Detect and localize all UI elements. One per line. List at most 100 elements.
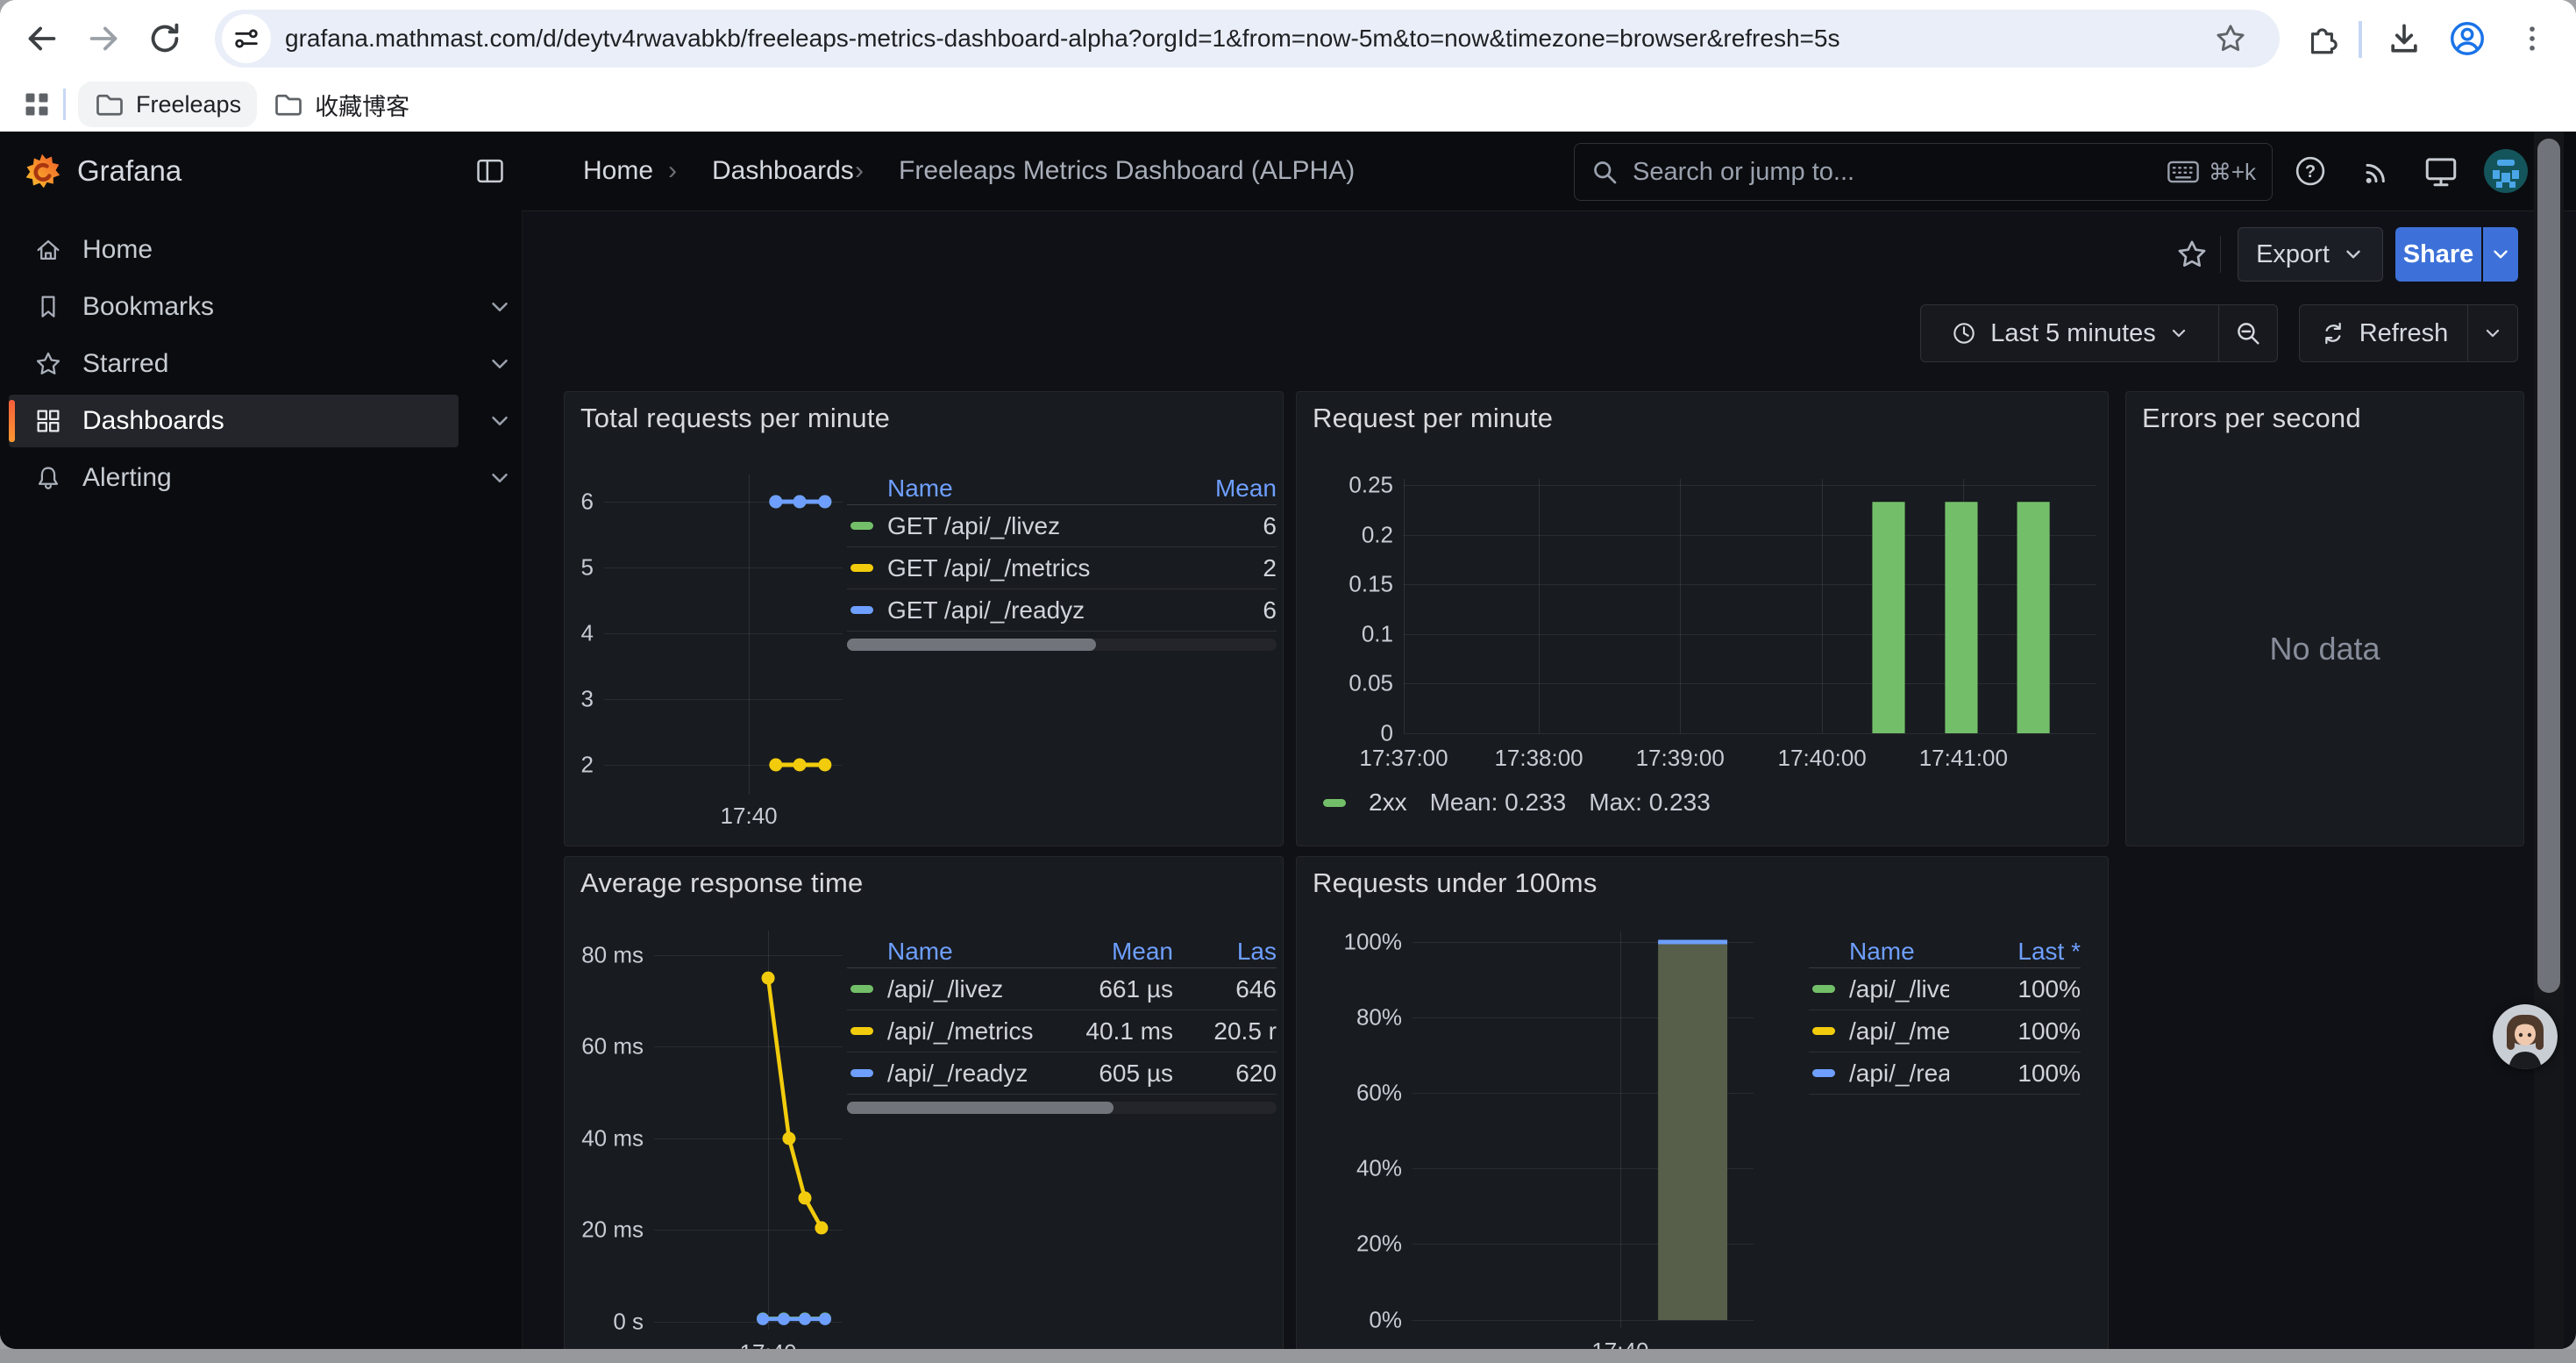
sidebar-item-home[interactable]: Home — [9, 224, 513, 276]
download-icon — [2391, 24, 2417, 53]
legend-row[interactable]: /api/_/livez 100% — [1809, 968, 2081, 1010]
gridline — [749, 475, 751, 795]
chevron-down-icon[interactable] — [487, 465, 513, 496]
brand-name: Grafana — [77, 154, 182, 187]
browser-menu-button[interactable] — [2506, 12, 2558, 65]
share-menu-button[interactable] — [2483, 227, 2518, 282]
downloads-button[interactable] — [2378, 12, 2430, 65]
sidebar-item-dashboards[interactable]: Dashboards — [9, 395, 508, 447]
favorite-dashboard-button[interactable] — [2174, 237, 2210, 276]
y-axis-tick: 0% — [1369, 1306, 1402, 1333]
legend-header-name[interactable]: Name — [887, 938, 953, 965]
gridline — [1404, 535, 2096, 536]
legend-scrollbar-thumb[interactable] — [847, 1102, 1114, 1114]
sidebar-item-bookmarks[interactable]: Bookmarks — [9, 281, 513, 333]
legend-series-name: /api/_/livez — [1809, 975, 1949, 1003]
star-icon — [33, 349, 63, 379]
legend-scrollbar[interactable] — [847, 1102, 1277, 1114]
legend-header-mean[interactable]: Mean — [1111, 938, 1173, 965]
legend-scrollbar-thumb[interactable] — [847, 639, 1097, 651]
breadcrumb-dashboards[interactable]: Dashboards — [712, 156, 854, 185]
display-button[interactable] — [2416, 146, 2466, 196]
panel-title[interactable]: Requests under 100ms — [1313, 867, 1598, 898]
panel-request-per-minute: Request per minute 0.25 0.2 0.15 0.1 0.05 0 17:… — [1296, 391, 2109, 846]
legend-scrollbar[interactable] — [847, 639, 1277, 651]
help-button[interactable]: ? — [2286, 146, 2335, 196]
legend-row[interactable]: /api/_/livez 661 µs 646 — [847, 968, 1277, 1010]
sidebar-item-label: Starred — [82, 349, 169, 378]
legend-row[interactable]: /api/_/readyz 100% — [1809, 1053, 2081, 1095]
bookmark-page-button[interactable] — [2213, 21, 2248, 61]
profile-button[interactable] — [2441, 12, 2494, 65]
news-button[interactable] — [2352, 146, 2401, 196]
legend-inline[interactable]: 2xx Mean: 0.233 Max: 0.233 — [1323, 789, 1711, 817]
panel-title[interactable]: Request per minute — [1313, 403, 1554, 433]
zoom-out-button[interactable] — [2218, 305, 2277, 361]
y-axis-tick: 20 ms — [581, 1216, 644, 1243]
series-color-swatch — [1323, 798, 1346, 807]
bookmarks-divider — [63, 89, 66, 120]
export-button[interactable]: Export — [2238, 227, 2383, 282]
series-color-swatch — [1812, 1027, 1835, 1035]
share-button[interactable]: Share — [2395, 227, 2481, 282]
site-settings-button[interactable] — [222, 14, 271, 63]
bookmark-folder-freeleaps[interactable]: Freeleaps — [78, 82, 258, 127]
forward-button[interactable] — [77, 12, 130, 65]
chevron-down-icon[interactable] — [487, 408, 513, 439]
legend-header-name[interactable]: Name — [887, 475, 953, 502]
panel-title[interactable]: Total requests per minute — [580, 403, 891, 433]
apps-icon — [33, 406, 63, 436]
profile-icon — [2451, 22, 2484, 55]
legend-header-las[interactable]: Las — [1236, 938, 1277, 965]
legend-header-last[interactable]: Last * — [2017, 938, 2081, 965]
time-range-picker[interactable]: Last 5 minutes — [1921, 305, 2218, 361]
refresh-interval-button[interactable] — [2467, 305, 2517, 361]
legend-header-name[interactable]: Name — [1849, 938, 1915, 965]
folder-icon — [96, 94, 123, 116]
sidebar-item-starred[interactable]: Starred — [9, 338, 513, 390]
refresh-button[interactable]: Refresh — [2300, 305, 2467, 361]
refresh-control: Refresh — [2299, 304, 2518, 362]
grafana-logo — [25, 153, 60, 189]
reload-button[interactable] — [139, 12, 191, 65]
legend-row[interactable]: GET /api/_/livez 6 — [847, 505, 1277, 547]
legend-row[interactable]: /api/_/metrics 40.1 ms 20.5 r — [847, 1010, 1277, 1053]
tab-groups-button[interactable] — [19, 87, 54, 122]
panel-title[interactable]: Average response time — [580, 867, 864, 898]
legend-row[interactable]: GET /api/_/metrics 2 — [847, 547, 1277, 589]
extensions-button[interactable] — [2295, 12, 2348, 65]
legend-stat: Max: 0.233 — [1589, 789, 1711, 816]
y-axis-tick: 2 — [580, 751, 594, 778]
legend-series-name[interactable]: 2xx — [1369, 789, 1407, 816]
page-scrollbar[interactable] — [2534, 132, 2564, 1349]
gridline — [604, 699, 843, 700]
chart-canvas[interactable] — [565, 392, 1284, 846]
url-bar[interactable]: grafana.mathmast.com/d/deytv4rwavabkb/fr… — [215, 10, 2280, 68]
chart-canvas[interactable] — [1297, 857, 2109, 1349]
legend-row[interactable]: /api/_/metrics 100% — [1809, 1010, 2081, 1053]
chart-canvas[interactable] — [1297, 392, 2109, 846]
y-axis-tick: 80% — [1356, 1003, 1402, 1031]
assistant-avatar-widget[interactable] — [2493, 1004, 2558, 1069]
x-axis-tick: 17:40 — [689, 1339, 847, 1349]
time-range-label: Last 5 minutes — [1990, 318, 2156, 347]
legend-row[interactable]: /api/_/readyz 605 µs 620 — [847, 1053, 1277, 1095]
chevron-down-icon[interactable] — [487, 351, 513, 382]
user-avatar[interactable] — [2481, 146, 2530, 196]
url-text[interactable]: grafana.mathmast.com/d/deytv4rwavabkb/fr… — [285, 25, 1840, 52]
panel-title[interactable]: Errors per second — [2142, 403, 2361, 433]
gridline — [768, 931, 770, 1330]
bookmark-folder-blogs[interactable]: 收藏博客 — [257, 81, 425, 129]
keyboard-icon — [2167, 161, 2199, 183]
legend-row[interactable]: GET /api/_/readyz 6 — [847, 589, 1277, 632]
back-button[interactable] — [16, 12, 68, 65]
gridline — [604, 633, 843, 634]
chevron-down-icon[interactable] — [487, 294, 513, 325]
legend-header-mean[interactable]: Mean — [1214, 475, 1277, 502]
sidebar-item-alerting[interactable]: Alerting — [9, 452, 513, 504]
breadcrumb-home[interactable]: Home — [583, 156, 654, 185]
dock-menu-button[interactable] — [473, 154, 507, 192]
scrollbar-thumb[interactable] — [2537, 139, 2560, 993]
chart-canvas[interactable] — [565, 857, 1284, 1349]
search-input[interactable]: Search or jump to... ⌘+k — [1574, 143, 2273, 201]
